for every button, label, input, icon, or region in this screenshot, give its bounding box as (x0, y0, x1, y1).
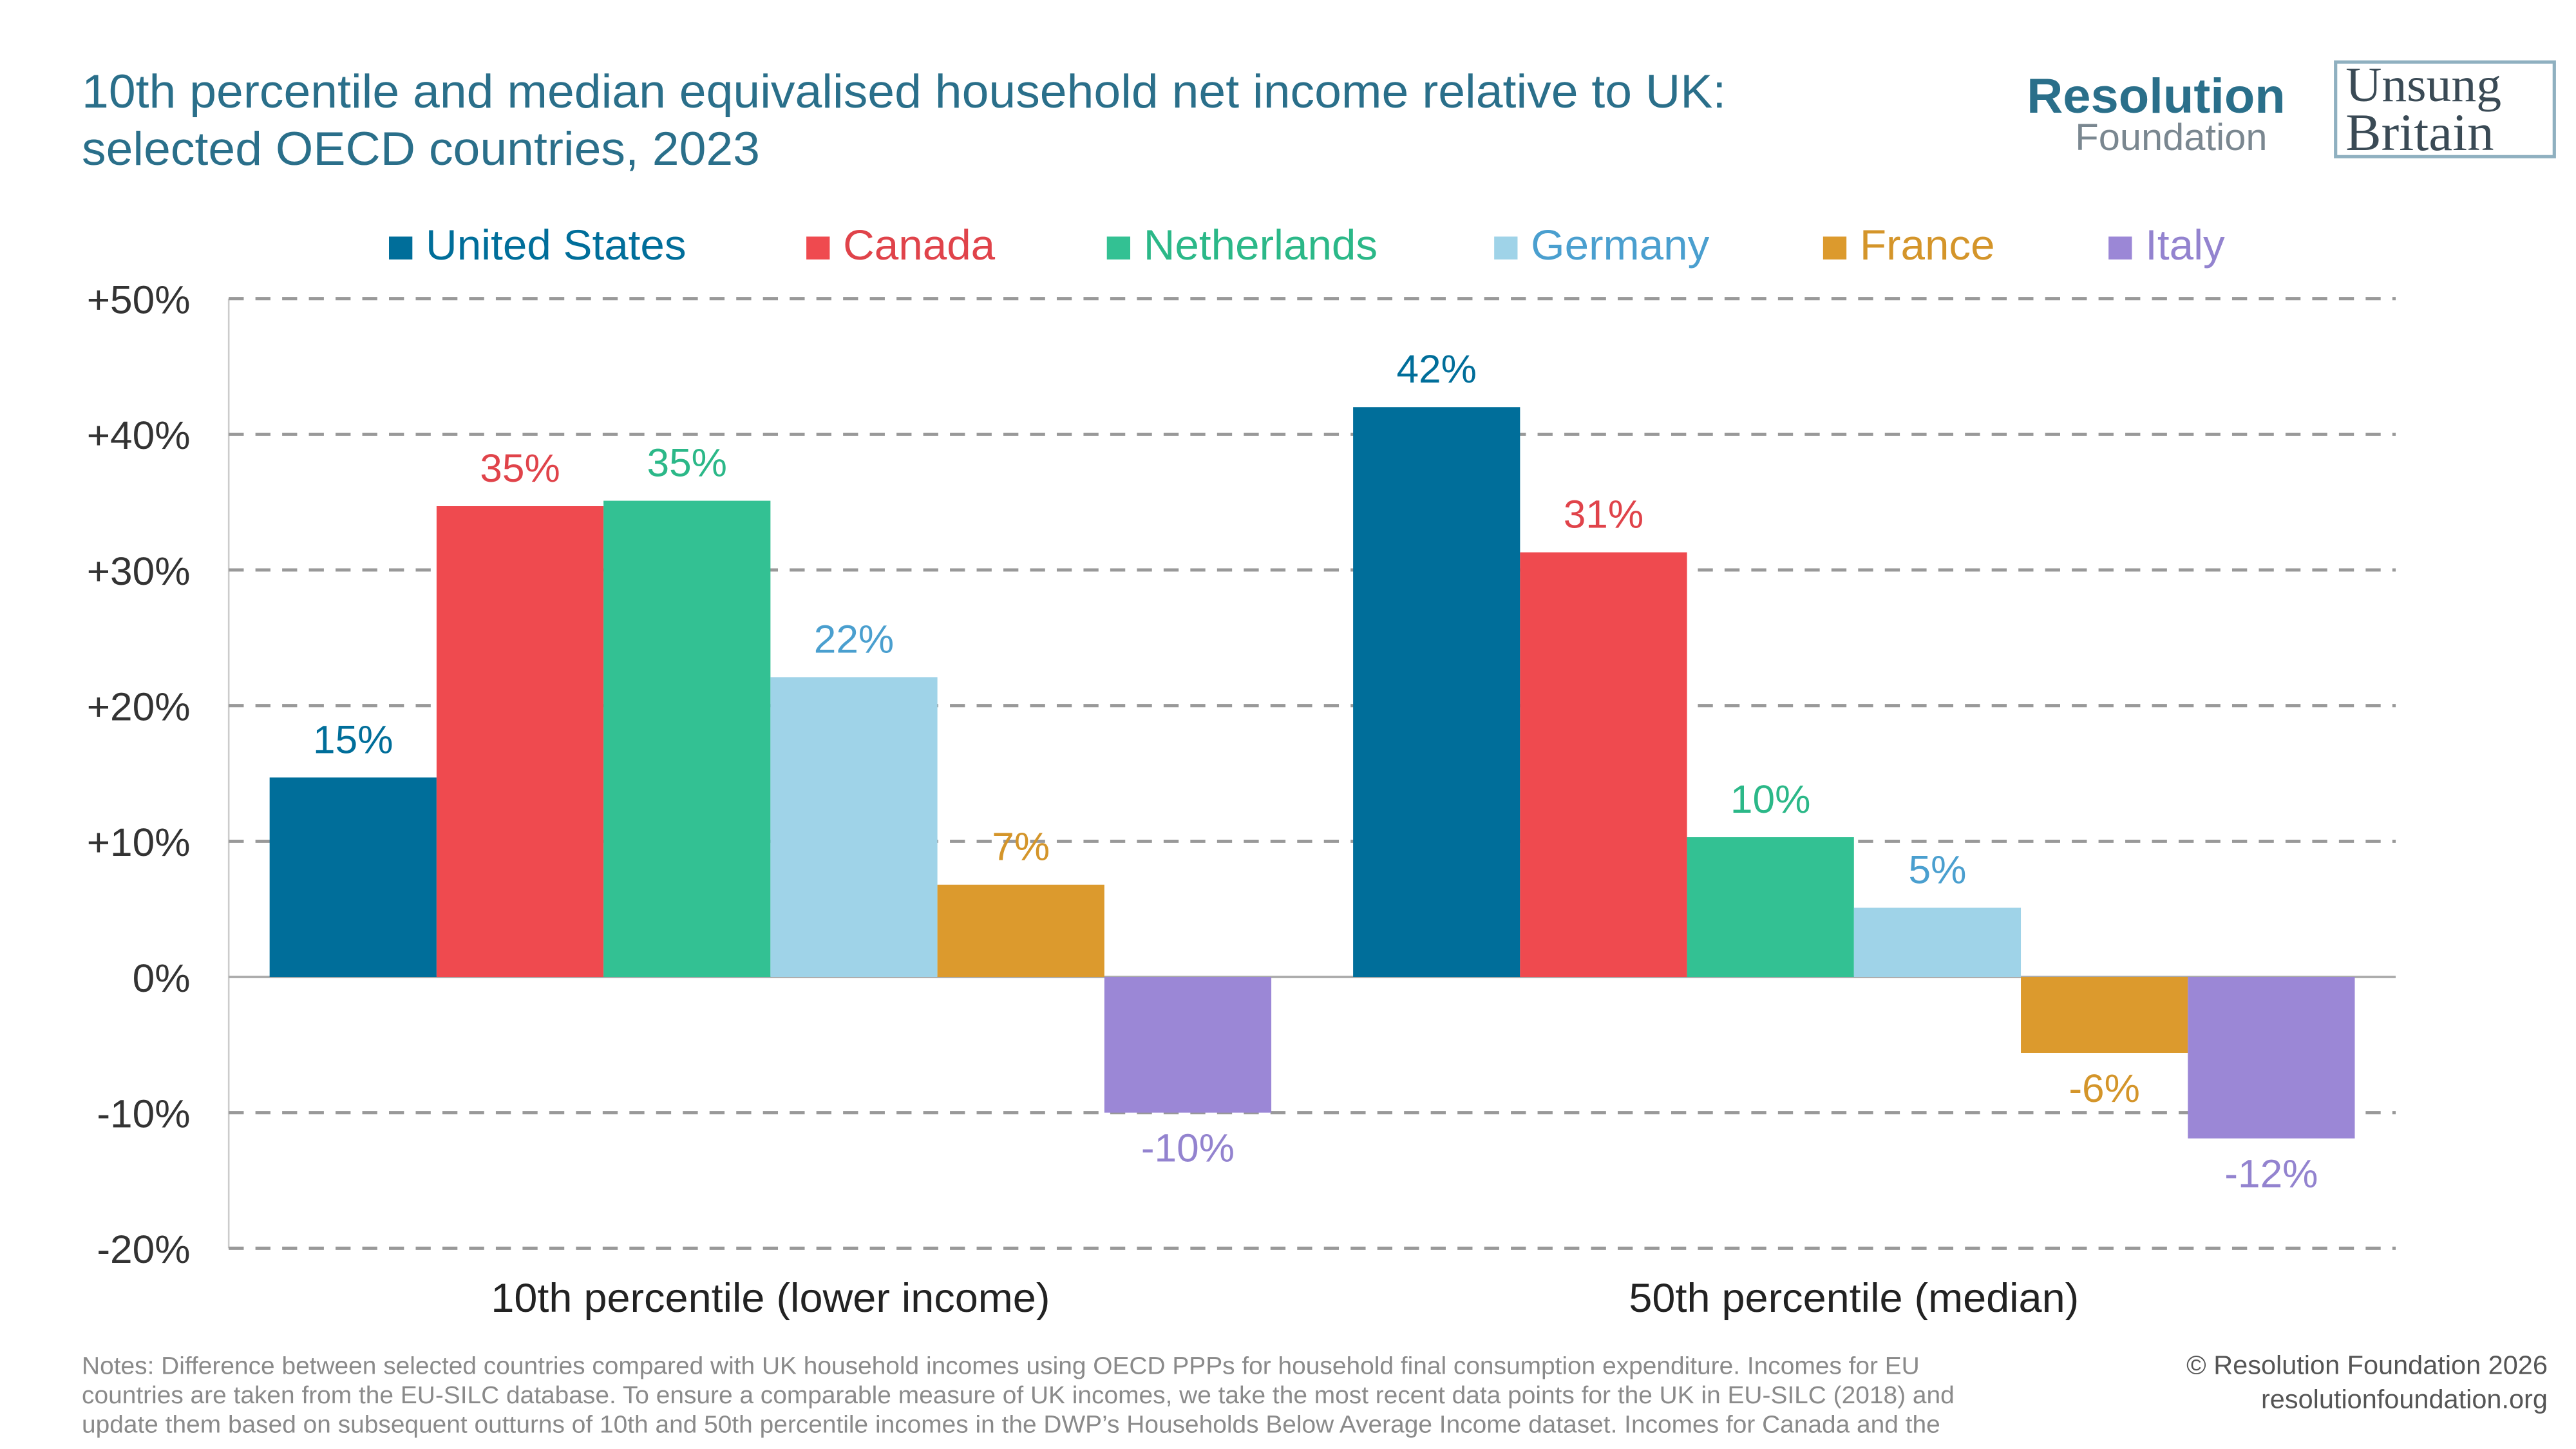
copyright: © Resolution Foundation 2026 (2186, 1350, 2548, 1379)
x-tick-label: 50th percentile (median) (1629, 1275, 2079, 1321)
value-label: 10% (1730, 778, 1810, 822)
logo-text: Britain (2345, 104, 2494, 162)
legend-swatch (1106, 236, 1131, 260)
value-label: -12% (2224, 1152, 2318, 1196)
bar (269, 777, 437, 978)
x-tick-label: 10th percentile (lower income) (491, 1275, 1050, 1321)
value-label: 15% (313, 718, 393, 762)
logo-text: Foundation (2075, 117, 2267, 158)
logo-text: Resolution (2027, 69, 2286, 124)
legend-swatch (1494, 236, 1518, 260)
legend-label: France (1860, 222, 1995, 269)
value-label: 5% (1908, 848, 1966, 892)
legend-label: Canada (843, 222, 996, 269)
y-tick-label: -10% (97, 1092, 190, 1136)
y-tick-label: +20% (87, 685, 191, 729)
bar (1687, 837, 1854, 978)
bar (1520, 552, 1687, 978)
notes: Notes: Difference between selected count… (82, 1352, 1920, 1380)
legend-label: Germany (1531, 222, 1710, 269)
y-tick-label: 0% (133, 956, 191, 1000)
bar (603, 500, 771, 978)
bar (937, 884, 1104, 978)
logo-frame (2334, 60, 2556, 158)
legend-swatch (389, 236, 413, 260)
website: resolutionfoundation.org (2261, 1385, 2548, 1414)
chart-title: selected OECD countries, 2023 (82, 122, 760, 175)
value-label: 31% (1564, 493, 1643, 536)
value-label: 22% (814, 618, 894, 661)
legend-label: United States (426, 222, 687, 269)
chart-title: 10th percentile and median equivalised h… (82, 65, 1726, 118)
value-label: -6% (2069, 1067, 2140, 1111)
logo-text: Unsung (2345, 57, 2501, 112)
bar (1104, 977, 1272, 1113)
value-label: 42% (1396, 348, 1476, 392)
value-label: 7% (992, 825, 1050, 869)
value-label: -10% (1141, 1126, 1235, 1170)
bar (1353, 407, 1520, 978)
bar (1853, 907, 2022, 978)
notes: countries are taken from the EU-SILC dat… (82, 1381, 1955, 1409)
legend-swatch (1823, 236, 1847, 260)
y-tick-label: +30% (87, 549, 191, 593)
y-tick-label: +40% (87, 414, 191, 458)
value-label: 35% (480, 447, 560, 491)
bar (2021, 977, 2188, 1053)
legend-swatch (806, 236, 830, 260)
y-tick-label: +10% (87, 821, 191, 865)
value-label: 35% (647, 441, 727, 485)
bar (770, 677, 938, 978)
y-tick-label: +50% (87, 278, 191, 322)
bar (2188, 977, 2355, 1139)
legend-swatch (2108, 236, 2132, 260)
legend-label: Italy (2145, 222, 2225, 269)
y-tick-label: -20% (97, 1228, 190, 1272)
bar (436, 506, 604, 978)
notes: update them based on subsequent outturns… (82, 1411, 1940, 1439)
legend-label: Netherlands (1144, 222, 1378, 269)
